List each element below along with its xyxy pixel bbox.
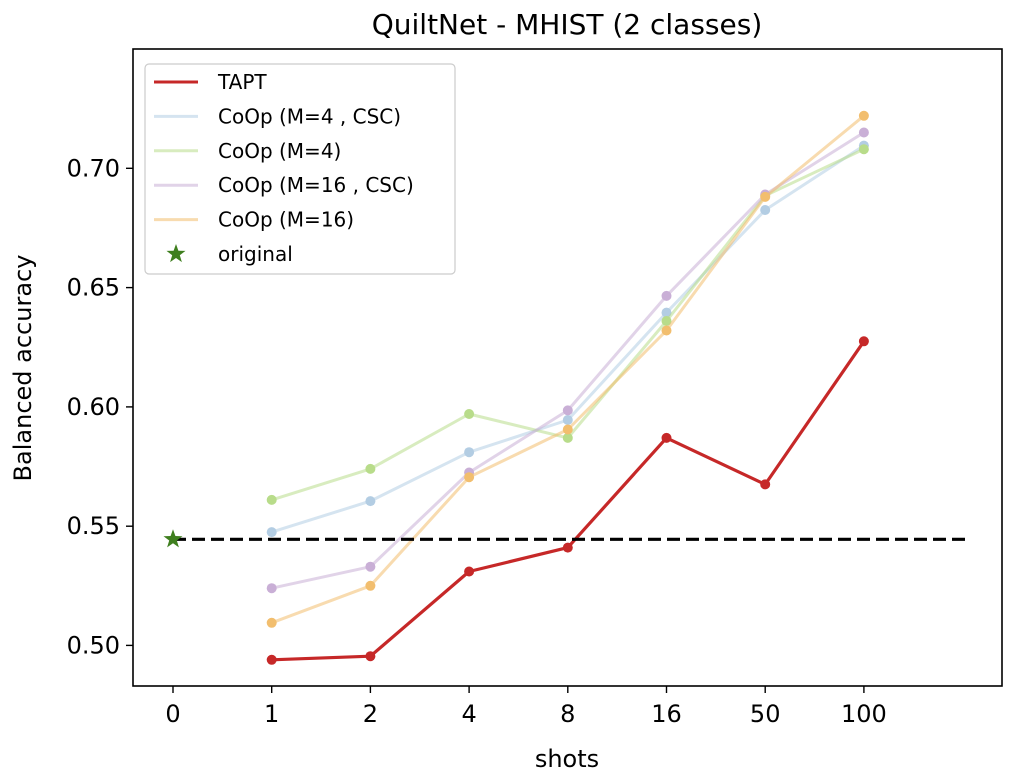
data-point [266, 654, 277, 665]
legend-label: original [218, 242, 293, 266]
x-tick-label: 4 [461, 700, 476, 728]
x-tick-label: 8 [560, 700, 575, 728]
data-point [464, 472, 475, 483]
data-point [760, 479, 771, 490]
legend-label: CoOp (M=4 , CSC) [218, 104, 401, 128]
data-point [365, 651, 376, 662]
data-point [760, 191, 771, 202]
legend-label: TAPT [217, 70, 267, 94]
x-tick-label: 16 [651, 700, 682, 728]
data-point [464, 566, 475, 577]
data-point [266, 583, 277, 594]
x-tick-label: 50 [750, 700, 781, 728]
legend-label: CoOp (M=16 , CSC) [218, 173, 414, 197]
data-point [365, 580, 376, 591]
y-tick-label: 0.60 [67, 393, 120, 421]
data-point [562, 415, 573, 425]
data-point [661, 307, 672, 318]
legend-label: CoOp (M=16) [218, 208, 354, 232]
data-point [266, 494, 277, 505]
legend-label: CoOp (M=4) [218, 139, 341, 163]
chart-title: QuiltNet - MHIST (2 classes) [372, 8, 763, 41]
original-star-marker [163, 529, 183, 548]
data-point [562, 432, 573, 443]
y-axis-label: Balanced accuracy [9, 255, 37, 482]
x-axis-label: shots [535, 745, 599, 773]
x-tick-label: 100 [841, 700, 887, 728]
y-tick-label: 0.55 [67, 512, 120, 540]
y-tick-label: 0.70 [67, 154, 120, 182]
data-point [562, 424, 573, 435]
data-point [562, 542, 573, 553]
legend-box [144, 63, 456, 275]
data-point [858, 110, 869, 121]
data-point [365, 561, 376, 572]
x-tick-label: 0 [165, 700, 180, 728]
data-point [760, 205, 771, 215]
data-point [858, 127, 869, 138]
data-point [266, 527, 277, 538]
data-point [661, 325, 672, 336]
data-point [464, 409, 475, 419]
legend-marker-original [166, 244, 186, 263]
data-point [365, 496, 376, 507]
data-point [858, 144, 869, 155]
data-point [661, 290, 672, 301]
axes: 0 1 2 4 8 16 50 100 0.50 0.55 0.60 0.65 0.70 [67, 154, 887, 728]
data-point [464, 447, 475, 458]
data-point [562, 405, 573, 416]
data-point [266, 617, 277, 628]
y-tick-label: 0.65 [67, 274, 120, 302]
data-point [365, 463, 376, 474]
data-point [661, 432, 672, 443]
plot-area [163, 110, 965, 665]
y-tick-label: 0.50 [67, 631, 120, 659]
data-point [661, 316, 672, 326]
data-point [858, 336, 869, 347]
legend: TAPT CoOp (M=4 , CSC) CoOp (M=4) CoOp (M=16… [144, 63, 456, 275]
x-tick-label: 2 [363, 700, 378, 728]
x-tick-label: 1 [264, 700, 279, 728]
